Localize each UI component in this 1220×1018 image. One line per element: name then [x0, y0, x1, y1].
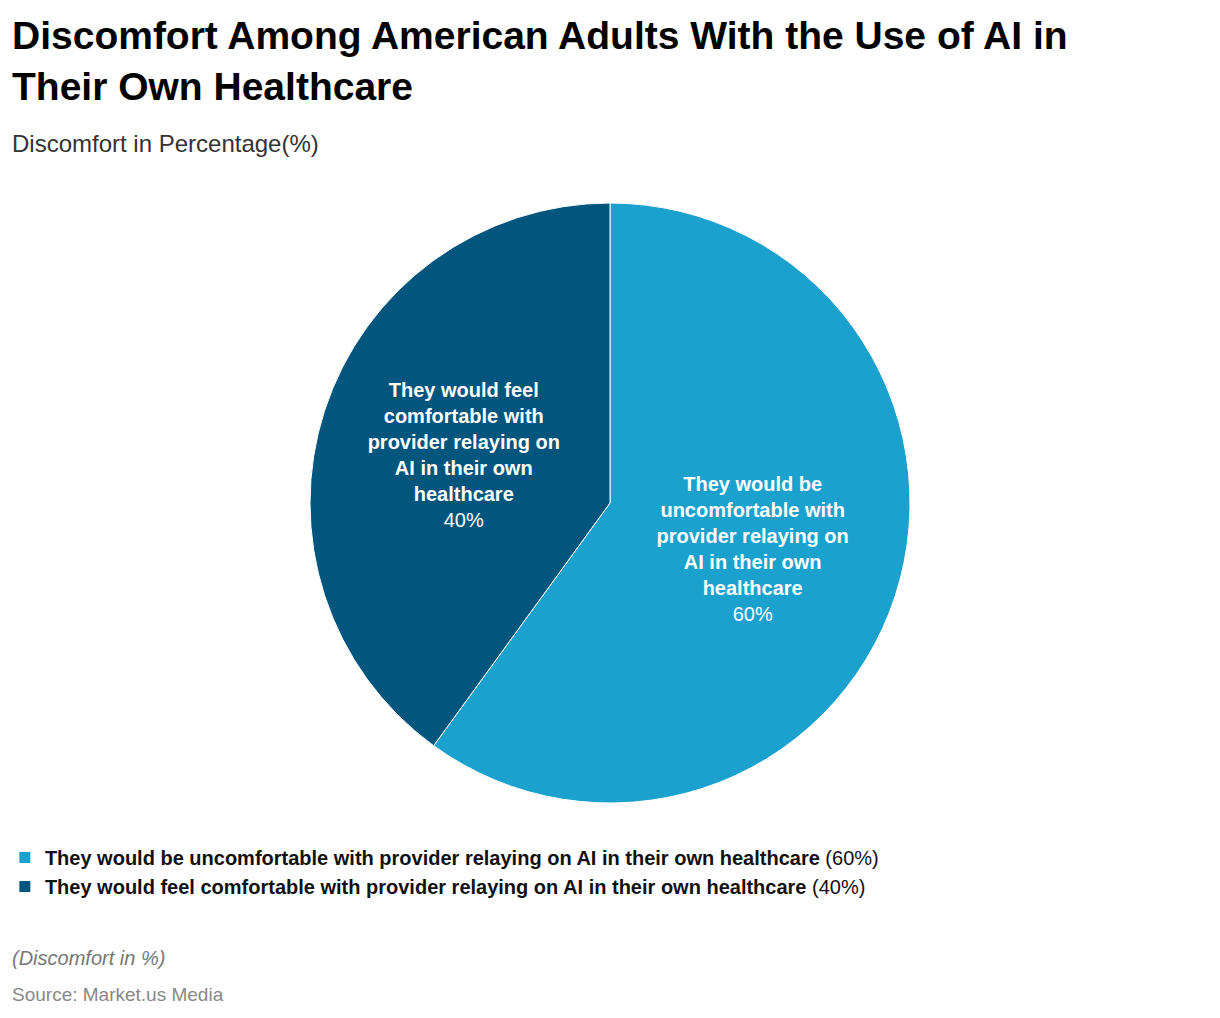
- svg-text:They would be uncomfortable wi: They would be uncomfortable with provide…: [45, 847, 879, 869]
- svg-text:They would beuncomfortable wit: They would beuncomfortable withprovider …: [657, 473, 849, 625]
- svg-text:Discomfort Among American Adul: Discomfort Among American Adults With th…: [12, 14, 1068, 108]
- svg-text:(Discomfort in %): (Discomfort in %): [12, 947, 165, 969]
- svg-text:Source: Market.us Media: Source: Market.us Media: [12, 984, 224, 1005]
- svg-text:They would feel comfortable wi: They would feel comfortable with provide…: [45, 876, 866, 898]
- svg-text:They would feelcomfortable wit: They would feelcomfortable withprovider …: [368, 379, 560, 531]
- svg-text:Discomfort in Percentage(%): Discomfort in Percentage(%): [12, 130, 319, 157]
